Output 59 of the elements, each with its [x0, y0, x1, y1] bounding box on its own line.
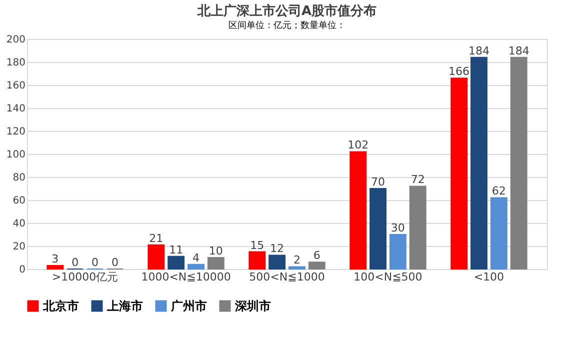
legend-label: 深圳市: [234, 299, 271, 313]
data-label: 11: [169, 243, 184, 256]
bar: [308, 262, 326, 270]
y-tick-label: 100: [6, 150, 26, 160]
y-tick-label: 120: [6, 126, 26, 138]
data-label: 30: [390, 222, 405, 234]
y-tick-label: 200: [6, 34, 26, 46]
y-tick-label: 0: [19, 264, 26, 276]
y-tick-label: 60: [12, 196, 26, 206]
x-tick-label: >10000亿元: [52, 270, 118, 284]
y-tick-label: 80: [12, 172, 26, 184]
data-label: 21: [149, 232, 164, 245]
bar: [268, 254, 286, 270]
data-label: 10: [208, 244, 223, 258]
bar: [288, 266, 306, 270]
data-label: 184: [468, 44, 490, 58]
x-tick-label: <100: [474, 270, 504, 284]
data-label: 102: [348, 138, 369, 152]
bar: [510, 56, 528, 270]
bar: [490, 197, 508, 270]
data-label: 4: [192, 251, 200, 264]
legend-label: 北京市: [42, 299, 79, 313]
bar: [389, 234, 406, 270]
data-label: 0: [72, 256, 79, 269]
legend-label: 广州市: [170, 299, 207, 313]
bar: [207, 257, 224, 270]
bar: [248, 251, 266, 270]
data-label: 0: [111, 256, 118, 269]
data-label: 3: [52, 252, 59, 266]
x-tick-label: 100<N≦500: [354, 270, 422, 284]
bar: [350, 151, 367, 270]
data-label: 62: [492, 184, 506, 198]
text: 区间单位：亿元；数量单位：: [228, 20, 346, 31]
y-tick-label: 160: [6, 80, 26, 92]
data-label: 70: [371, 176, 386, 188]
x-tick-label: 1000<N≦10000: [141, 270, 231, 284]
bar: [370, 188, 386, 270]
bar: [450, 78, 468, 270]
chart-title: 北上广深上市公司A股市值分布: [196, 3, 377, 19]
data-label: 72: [410, 173, 425, 186]
bar: [470, 56, 488, 270]
x-tick-label: 500<N≦1000: [249, 270, 325, 284]
data-label: 12: [270, 242, 284, 256]
y-tick-label: 40: [12, 218, 26, 230]
data-label: 2: [293, 254, 300, 267]
y-tick-label: 180: [6, 58, 26, 68]
bar: [409, 186, 426, 270]
data-label: 184: [508, 44, 530, 58]
data-label: 6: [313, 249, 320, 262]
data-label: 0: [92, 256, 99, 269]
y-tick-label: 20: [12, 242, 26, 252]
data-label: 15: [250, 238, 264, 252]
bar: [188, 264, 204, 270]
bar: [168, 256, 185, 270]
data-label: 166: [448, 65, 470, 78]
bar: [148, 244, 165, 270]
y-tick-label: 140: [6, 104, 26, 114]
legend-label: 上海市: [106, 299, 143, 313]
bar: [46, 265, 64, 270]
